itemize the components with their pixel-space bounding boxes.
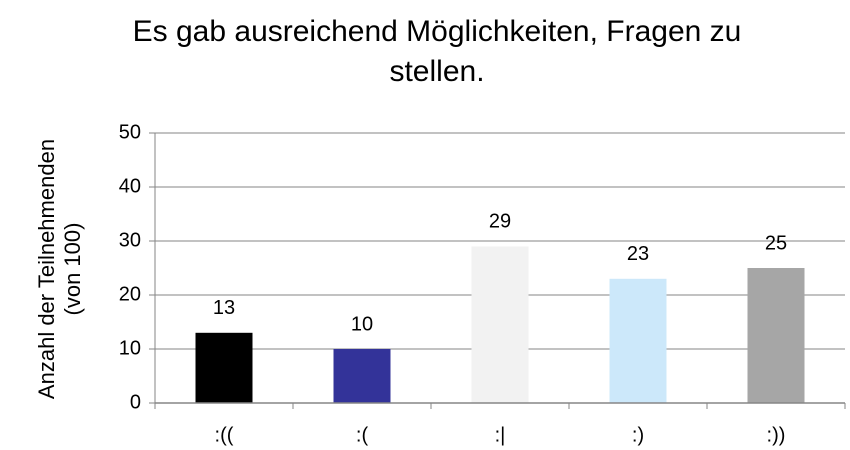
data-label: 13 xyxy=(213,297,235,319)
x-tick-label: :)) xyxy=(767,424,786,446)
bar xyxy=(747,268,805,403)
bar xyxy=(609,278,667,403)
x-tick-label: :( xyxy=(356,424,369,446)
y-tick-label: 30 xyxy=(119,229,141,251)
data-label: 23 xyxy=(627,243,649,265)
bar xyxy=(333,349,391,403)
y-tick-label: 10 xyxy=(119,337,141,359)
x-tick-label: :) xyxy=(632,424,644,446)
y-tick-label: 20 xyxy=(119,283,141,305)
y-tick-label: 50 xyxy=(119,121,141,143)
bar xyxy=(471,246,529,403)
data-label: 25 xyxy=(765,232,787,254)
y-tick-label: 0 xyxy=(130,391,141,413)
data-label: 29 xyxy=(489,211,511,233)
x-tick-label: :| xyxy=(495,424,506,446)
x-tick-label: :(( xyxy=(215,424,234,446)
bar xyxy=(195,332,253,403)
y-tick-label: 40 xyxy=(119,175,141,197)
data-label: 10 xyxy=(351,313,373,335)
chart-title: Es gab ausreichend Möglichkeiten, Fragen… xyxy=(132,15,742,88)
